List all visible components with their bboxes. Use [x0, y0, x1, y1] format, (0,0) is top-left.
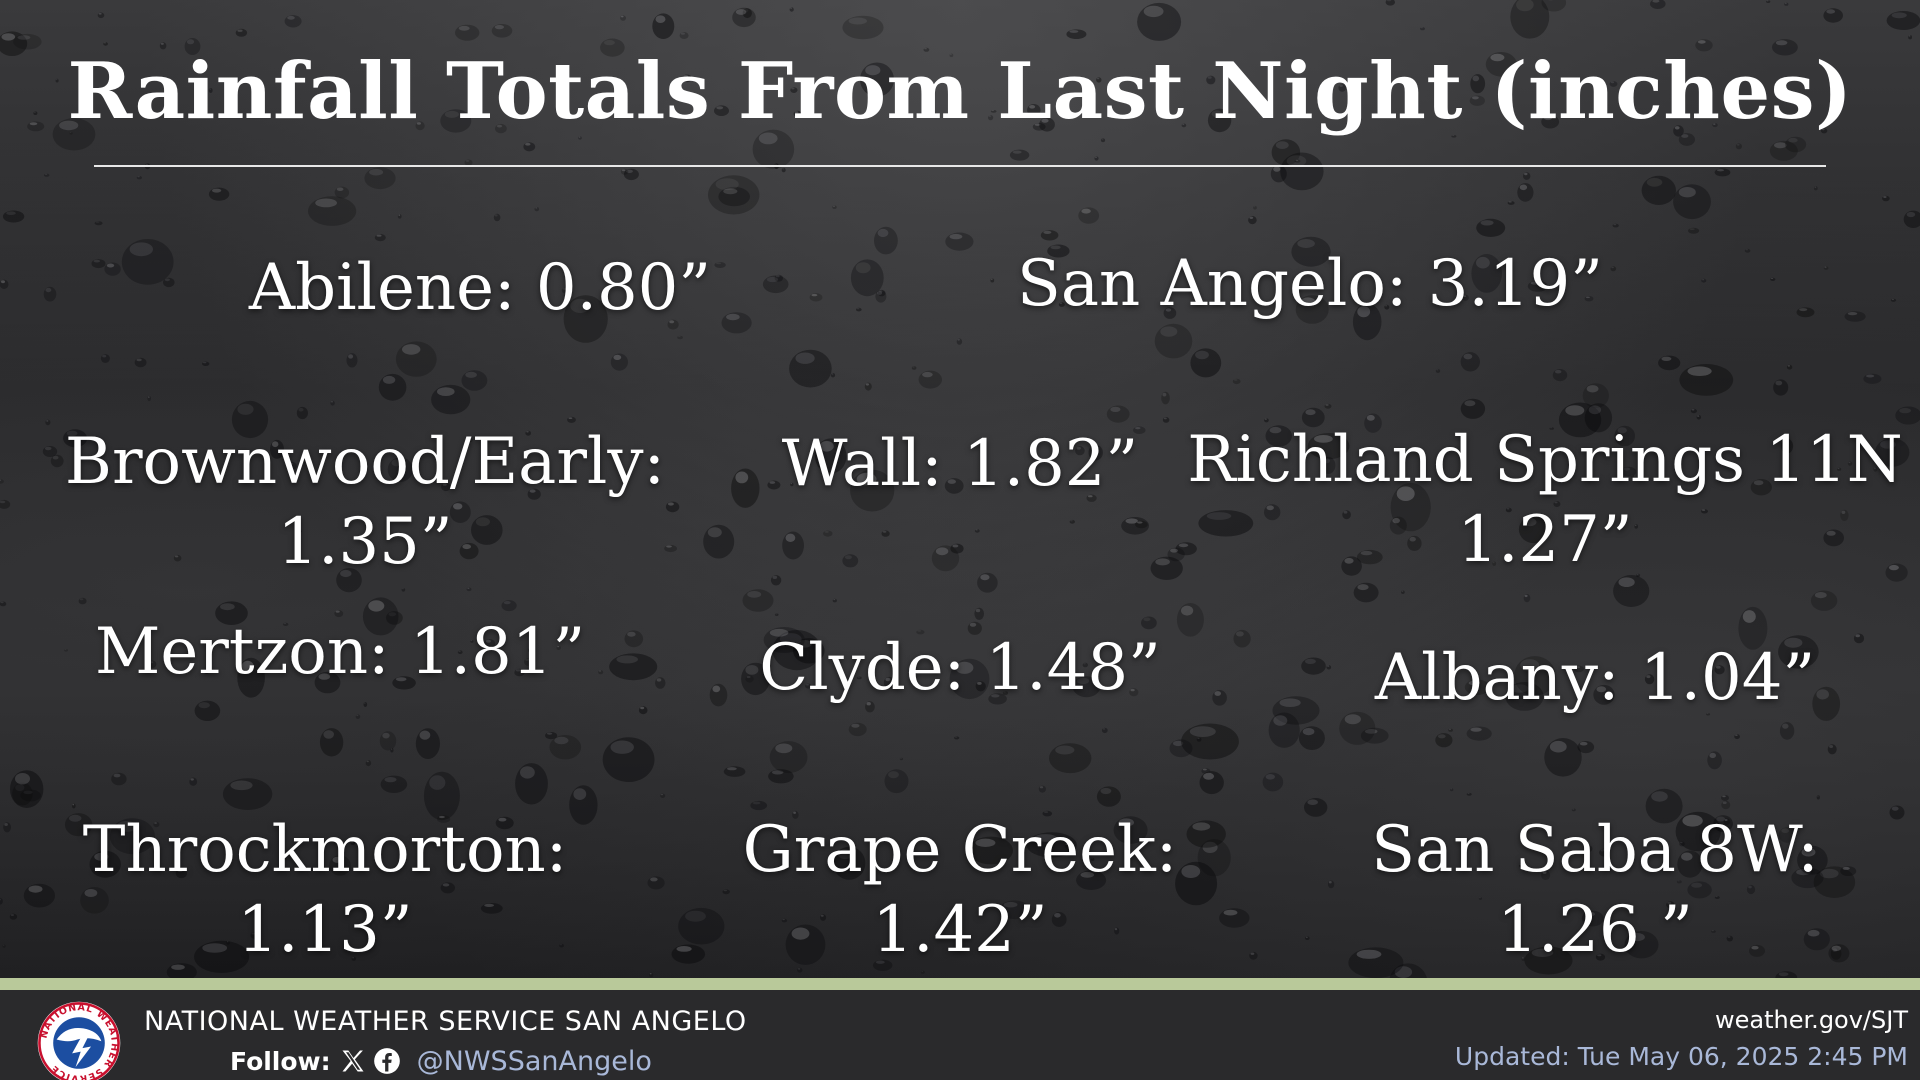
page-title: Rainfall Totals From Last Night (inches) [67, 46, 1853, 137]
city-grape-creek: Grape Creek: 1.42” [700, 810, 1220, 970]
city-richland-springs: Richland Springs 11N 1.27” [1185, 420, 1905, 580]
city-grape-creek-line-2: 1.42” [872, 893, 1048, 967]
updated-timestamp: Updated: Tue May 06, 2025 2:45 PM [1454, 1042, 1908, 1071]
facebook-icon[interactable] [373, 1047, 401, 1075]
website-link[interactable]: weather.gov/SJT [1715, 1006, 1908, 1034]
city-throckmorton: Throckmorton: 1.13” [40, 810, 610, 970]
city-san-saba-line-1: San Saba 8W: [1371, 813, 1819, 887]
rain-drops-texture [0, 0, 1916, 978]
city-throckmorton-line-2: 1.13” [237, 893, 413, 967]
city-clyde: Clyde: 1.48” [740, 628, 1180, 708]
city-throckmorton-line-1: Throckmorton: [82, 813, 568, 887]
city-san-angelo-line-1: San Angelo: 3.19” [1017, 247, 1603, 321]
follow-label: Follow: [230, 1046, 331, 1076]
city-abilene: Abilene: 0.80” [230, 248, 730, 328]
city-abilene-line-1: Abilene: 0.80” [248, 251, 712, 325]
rain-drops-background [0, 0, 1920, 978]
city-mertzon: Mertzon: 1.81” [90, 612, 590, 692]
city-brownwood-early-line-2: 1.35” [277, 505, 453, 579]
city-richland-springs-line-1: Richland Springs 11N [1187, 423, 1903, 497]
footer-bar: NATIONAL WEATHER SERVICE NATIONAL WEATHE… [0, 978, 1920, 1080]
x-icon[interactable] [339, 1047, 367, 1075]
organization-name: NATIONAL WEATHER SERVICE SAN ANGELO [144, 1006, 747, 1037]
social-handle-link[interactable]: @NWSSanAngelo [416, 1045, 652, 1077]
city-wall: Wall: 1.82” [750, 424, 1170, 504]
city-clyde-line-1: Clyde: 1.48” [759, 631, 1161, 705]
city-grape-creek-line-1: Grape Creek: [742, 813, 1178, 887]
city-richland-springs-line-2: 1.27” [1457, 503, 1633, 577]
city-san-saba: San Saba 8W: 1.26 ” [1330, 810, 1860, 970]
city-brownwood-early-line-1: Brownwood/Early: [64, 425, 666, 499]
city-san-saba-line-2: 1.26 ” [1497, 893, 1693, 967]
city-albany-line-1: Albany: 1.04” [1374, 641, 1816, 715]
city-mertzon-line-1: Mertzon: 1.81” [94, 615, 586, 689]
city-san-angelo: San Angelo: 3.19” [1000, 244, 1620, 324]
nws-logo: NATIONAL WEATHER SERVICE [37, 1001, 121, 1080]
city-wall-line-1: Wall: 1.82” [781, 427, 1139, 501]
city-brownwood-early: Brownwood/Early: 1.35” [40, 422, 690, 582]
city-albany: Albany: 1.04” [1340, 638, 1850, 718]
social-follow: Follow: @NWSSanAngelo [230, 1044, 652, 1078]
title-divider [94, 165, 1826, 167]
